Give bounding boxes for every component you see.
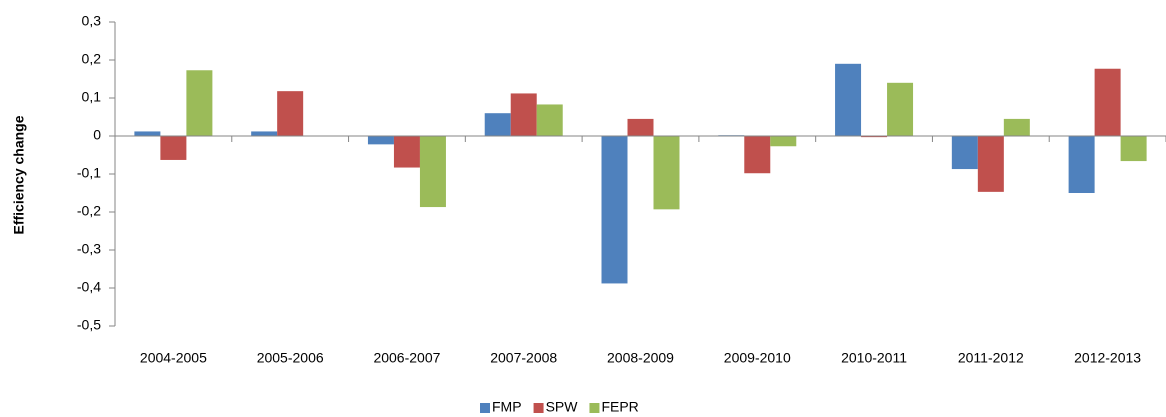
- bar: [951, 136, 978, 170]
- legend-label: FEPR: [601, 399, 638, 415]
- y-tick-label: -0,5: [77, 317, 101, 333]
- y-tick-label: 0,1: [82, 89, 102, 105]
- bar: [770, 136, 797, 147]
- bar: [1094, 68, 1121, 136]
- y-tick-label: -0,3: [77, 241, 101, 257]
- y-tick-label: 0: [93, 127, 101, 143]
- bar: [653, 136, 680, 210]
- bar: [160, 136, 187, 160]
- bar: [484, 113, 511, 136]
- y-tick-label: -0,4: [77, 279, 101, 295]
- bar: [277, 91, 304, 136]
- bar: [1068, 136, 1095, 193]
- legend-swatch: [480, 403, 490, 413]
- bar: [887, 82, 914, 136]
- x-tick-label: 2012-2013: [1074, 350, 1141, 366]
- x-tick-label: 2009-2010: [724, 350, 791, 366]
- bar: [1003, 118, 1030, 136]
- bar: [251, 131, 278, 136]
- x-tick-label: 2004-2005: [140, 350, 207, 366]
- legend-swatch: [589, 403, 600, 413]
- y-tick-label: 0,3: [82, 13, 102, 29]
- x-tick-label: 2010-2011: [841, 350, 907, 366]
- y-tick-label: 0,2: [82, 51, 102, 67]
- bar: [393, 136, 420, 168]
- bar: [419, 136, 446, 208]
- y-axis-title: Efficiency change: [11, 115, 27, 234]
- x-tick-label: 2005-2006: [257, 350, 324, 366]
- bar: [510, 93, 537, 136]
- x-tick-label: 2008-2009: [607, 350, 674, 366]
- bar: [601, 136, 628, 284]
- bar: [861, 136, 888, 138]
- x-tick-label: 2011-2012: [958, 350, 1024, 366]
- bar: [134, 131, 161, 136]
- x-tick-label: 2006-2007: [373, 350, 440, 366]
- x-tick-label: 2007-2008: [490, 350, 557, 366]
- y-tick-label: -0,2: [77, 203, 101, 219]
- bar: [536, 104, 563, 136]
- legend-swatch: [533, 403, 544, 413]
- bar: [1120, 136, 1147, 162]
- y-tick-label: -0,1: [77, 165, 101, 181]
- bar: [186, 70, 213, 136]
- bar: [835, 63, 862, 136]
- bar: [627, 118, 654, 136]
- bar: [367, 136, 394, 145]
- legend-label: FMP: [492, 399, 522, 415]
- bar: [977, 136, 1004, 192]
- bar: [744, 136, 771, 174]
- legend-label: SPW: [546, 399, 579, 415]
